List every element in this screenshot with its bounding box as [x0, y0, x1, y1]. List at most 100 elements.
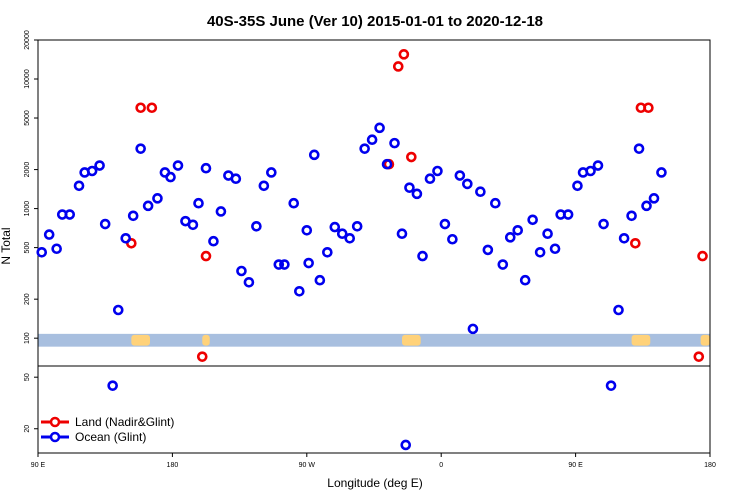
- ocean-point: [389, 137, 400, 149]
- data-points: [36, 49, 708, 451]
- ocean-point: [542, 228, 553, 240]
- ocean-point: [374, 122, 385, 134]
- ocean-point: [99, 218, 111, 230]
- map-land-australia-repeat: [631, 334, 651, 346]
- ocean-point: [534, 246, 546, 258]
- legend-land-label: Land (Nadir&Glint): [75, 415, 174, 429]
- ocean-point: [454, 170, 466, 181]
- map-strip: [38, 333, 710, 347]
- ocean-point: [215, 206, 227, 217]
- ocean-point: [322, 246, 333, 258]
- ocean-point: [51, 243, 62, 255]
- ocean-point: [279, 259, 290, 270]
- ocean-point: [447, 233, 458, 245]
- ocean-point: [294, 286, 305, 297]
- ocean-point: [165, 171, 176, 183]
- ocean-point: [172, 160, 184, 171]
- ocean-point: [36, 246, 48, 258]
- land-point: [697, 250, 708, 262]
- x-tick-label: 180: [167, 462, 179, 469]
- ocean-point: [519, 274, 531, 286]
- legend-land-marker: [49, 416, 61, 428]
- ocean-point: [336, 228, 348, 240]
- x-tick-label: 90 W: [299, 462, 316, 469]
- y-axis: 20 50 100 200 500 1000 2000 5000 10000 20000: [24, 30, 38, 433]
- ocean-point: [308, 149, 320, 161]
- map-land-south-america: [402, 334, 421, 346]
- x-tick-label: 0: [439, 462, 443, 469]
- ocean-point: [94, 160, 105, 171]
- ocean-point: [396, 228, 408, 240]
- ocean-point: [142, 200, 154, 212]
- y-tick-label: 200: [24, 293, 31, 305]
- ocean-point: [475, 186, 486, 198]
- chart-title: 40S-35S June (Ver 10) 2015-01-01 to 2020…: [207, 13, 543, 30]
- land-point: [398, 49, 410, 60]
- ocean-point: [618, 232, 630, 244]
- ocean-point: [490, 197, 501, 209]
- ocean-point: [127, 210, 139, 222]
- ocean-point: [200, 162, 212, 174]
- ocean-point: [43, 229, 55, 240]
- x-tick-label: 90 E: [568, 462, 583, 469]
- land-point: [630, 237, 641, 249]
- ocean-point: [613, 304, 624, 316]
- ocean-point: [512, 224, 524, 236]
- land-point: [196, 351, 208, 362]
- ocean-point: [314, 274, 326, 286]
- land-point: [406, 151, 417, 163]
- ocean-point: [187, 219, 199, 231]
- ocean-point: [329, 221, 341, 233]
- land-point: [135, 102, 146, 114]
- ocean-point: [107, 380, 118, 391]
- land-point: [200, 250, 212, 262]
- ocean-point: [64, 209, 76, 220]
- ocean-point: [288, 197, 300, 209]
- ocean-point: [411, 188, 423, 200]
- y-tick-label: 100: [24, 332, 31, 344]
- ocean-point: [527, 214, 538, 226]
- y-tick-label: 20: [24, 425, 31, 433]
- y-tick-label: 5000: [24, 110, 31, 126]
- ocean-point: [572, 180, 583, 192]
- ocean-point: [359, 143, 370, 154]
- ocean-point: [366, 134, 378, 146]
- ocean-point: [462, 178, 473, 190]
- ocean-point: [648, 193, 660, 204]
- ocean-point: [381, 158, 393, 170]
- ocean-point: [236, 265, 247, 277]
- ocean-point: [626, 210, 637, 222]
- ocean-point: [585, 165, 596, 177]
- y-tick-label: 50: [24, 373, 31, 381]
- legend-ocean-label: Ocean (Glint): [75, 430, 146, 444]
- ocean-point: [86, 165, 98, 177]
- ocean-point: [656, 167, 667, 178]
- ocean-point: [633, 143, 645, 154]
- ocean-point: [73, 180, 85, 192]
- ocean-point: [266, 167, 277, 178]
- x-axis-label: Longitude (deg E): [327, 476, 422, 490]
- map-land-new-zealand: [202, 334, 210, 346]
- ocean-point: [432, 165, 443, 177]
- y-axis-label: N Total: [0, 227, 13, 264]
- ocean-point: [303, 257, 314, 269]
- ocean-point: [592, 160, 604, 171]
- y-tick-label: 1000: [24, 201, 31, 217]
- legend: Land (Nadir&Glint) Ocean (Glint): [41, 415, 174, 444]
- ocean-point: [243, 276, 255, 288]
- ocean-point: [467, 323, 479, 335]
- ocean-point: [344, 232, 356, 244]
- map-land-australia: [131, 334, 150, 346]
- ocean-point: [549, 243, 561, 255]
- ocean-point: [598, 218, 609, 230]
- y-tick-label: 10000: [24, 69, 31, 89]
- map-land-new-zealand-repeat: [700, 334, 710, 346]
- ocean-point: [400, 439, 412, 451]
- ocean-point: [208, 235, 219, 247]
- y-tick-label: 500: [24, 242, 31, 254]
- ocean-point: [251, 221, 262, 232]
- ocean-point: [439, 218, 451, 230]
- ocean-point: [497, 259, 509, 270]
- ocean-point: [351, 221, 363, 232]
- ocean-point: [135, 143, 146, 154]
